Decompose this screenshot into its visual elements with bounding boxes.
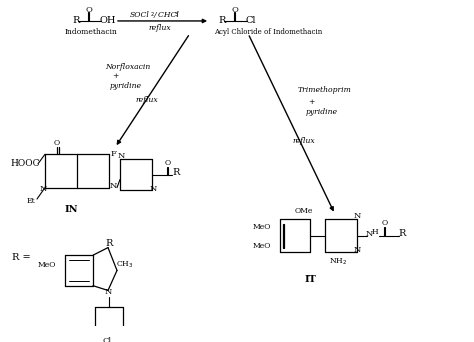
- Text: O: O: [382, 219, 388, 227]
- Text: Et: Et: [27, 197, 36, 205]
- Text: Norfloxacin: Norfloxacin: [105, 63, 150, 71]
- Text: reflux: reflux: [292, 137, 315, 145]
- Text: R: R: [105, 239, 112, 248]
- Text: / CHCl: / CHCl: [154, 11, 180, 19]
- Text: NH$_2$: NH$_2$: [329, 256, 347, 267]
- Text: O: O: [165, 159, 171, 167]
- Text: N: N: [150, 185, 157, 193]
- Text: O: O: [54, 139, 60, 147]
- Text: N: N: [105, 288, 112, 297]
- Text: H: H: [372, 228, 379, 236]
- Text: R: R: [398, 229, 405, 238]
- Text: HOOC: HOOC: [10, 159, 39, 168]
- Text: MeO: MeO: [253, 242, 272, 250]
- Text: Indomethacin: Indomethacin: [65, 28, 118, 36]
- Text: O: O: [232, 5, 239, 14]
- Text: R: R: [172, 168, 179, 177]
- Text: IT: IT: [305, 275, 317, 284]
- Text: reflux: reflux: [135, 96, 158, 104]
- Text: IN: IN: [65, 205, 79, 214]
- Text: N: N: [366, 230, 374, 238]
- Text: N: N: [354, 212, 361, 220]
- Text: R =: R =: [12, 253, 31, 262]
- Text: CH$_3$: CH$_3$: [116, 260, 134, 270]
- Text: pyridine: pyridine: [306, 108, 338, 116]
- Text: +: +: [308, 98, 314, 106]
- Text: O: O: [86, 5, 93, 14]
- Text: OH: OH: [100, 16, 117, 25]
- Text: pyridine: pyridine: [110, 82, 142, 90]
- Text: +: +: [112, 72, 118, 80]
- Text: N: N: [110, 182, 118, 190]
- Text: MeO: MeO: [253, 223, 272, 231]
- Text: Trimethoprim: Trimethoprim: [298, 87, 352, 94]
- Text: F: F: [111, 150, 117, 158]
- Text: N: N: [118, 152, 126, 160]
- Text: OMe: OMe: [295, 207, 313, 215]
- Text: SOCl: SOCl: [130, 11, 150, 19]
- Text: Cl: Cl: [103, 337, 112, 342]
- Text: $_3$: $_3$: [174, 11, 179, 19]
- Text: N: N: [354, 247, 361, 254]
- Text: Cl: Cl: [246, 16, 256, 25]
- Text: MeO: MeO: [38, 261, 56, 269]
- Text: $_2$: $_2$: [150, 11, 155, 19]
- Text: N: N: [40, 185, 47, 193]
- Text: R: R: [218, 16, 225, 25]
- Text: Acyl Chloride of Indomethacin: Acyl Chloride of Indomethacin: [214, 28, 322, 36]
- Text: reflux: reflux: [148, 24, 171, 31]
- Text: R: R: [72, 16, 79, 25]
